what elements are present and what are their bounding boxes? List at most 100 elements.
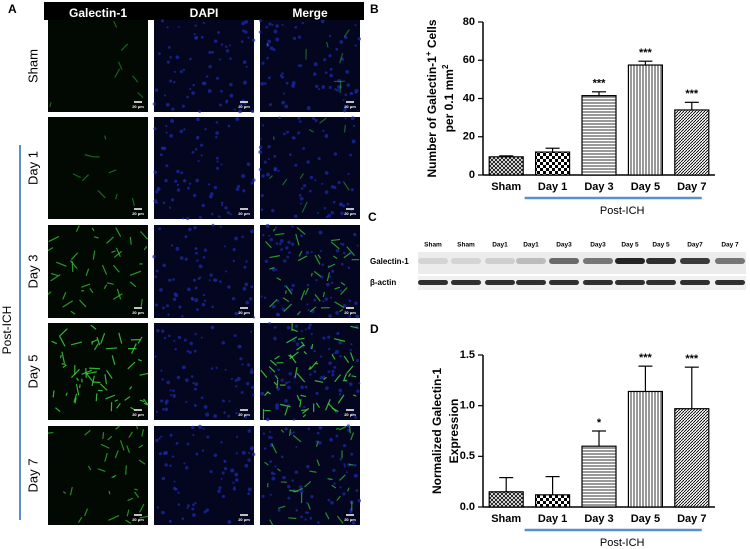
nucleus [215, 121, 219, 124]
galectin-signal [313, 270, 322, 277]
nucleus [337, 180, 341, 185]
galectin-signal [264, 461, 269, 466]
galectin-signal [275, 375, 279, 380]
blot-row-label: Galectin-1 [370, 257, 409, 266]
nucleus [283, 259, 287, 263]
nucleus [248, 452, 251, 455]
nucleus [348, 314, 352, 318]
nucleus [342, 251, 346, 255]
nucleus [229, 93, 234, 98]
galectin-signal [269, 519, 274, 526]
galectin-signal [314, 380, 324, 383]
nucleus [318, 425, 323, 430]
nucleus [309, 516, 313, 520]
nucleus [223, 466, 228, 471]
galectin-signal [315, 440, 319, 447]
galectin-signal [332, 255, 338, 260]
nucleus [177, 25, 180, 28]
nucleus [260, 208, 264, 211]
galectin-signal [107, 435, 113, 441]
galectin-signal [111, 250, 116, 253]
galectin-signal [294, 366, 298, 378]
nucleus [173, 70, 176, 73]
nucleus [192, 278, 196, 282]
nucleus [328, 314, 332, 318]
nucleus [221, 494, 226, 499]
nucleus [318, 87, 321, 91]
nucleus [275, 37, 280, 42]
nucleus [307, 427, 311, 431]
nucleus [287, 385, 291, 390]
nucleus [221, 471, 225, 475]
group-label: Post-ICH [0, 306, 14, 355]
nucleus [349, 153, 353, 157]
galectin-signal [75, 225, 80, 232]
blot-band [516, 280, 546, 285]
galectin-signal [334, 338, 346, 342]
nucleus [300, 202, 303, 205]
micrograph: 20 μm [258, 19, 361, 113]
nucleus [354, 44, 357, 47]
nucleus [316, 431, 320, 435]
nucleus [281, 100, 285, 105]
nucleus [247, 36, 250, 39]
nucleus [234, 478, 239, 482]
galectin-signal [70, 310, 76, 315]
nucleus [159, 153, 163, 157]
nucleus [194, 501, 197, 505]
nucleus [246, 381, 250, 386]
nucleus [343, 106, 348, 111]
nucleus [310, 495, 314, 499]
nucleus [300, 385, 304, 389]
scale-bar-label: 20 μm [132, 412, 144, 417]
nucleus [329, 275, 332, 278]
lane-label: Day3 [590, 242, 606, 249]
nucleus [220, 201, 224, 205]
nucleus [333, 365, 337, 369]
nucleus [217, 215, 221, 218]
nucleus [219, 280, 222, 283]
nucleus [348, 299, 352, 303]
nucleus [302, 147, 306, 150]
nucleus [309, 373, 312, 376]
galectin-signal [348, 373, 352, 377]
galectin-signal [59, 354, 62, 359]
nucleus [165, 131, 168, 134]
nucleus [313, 298, 317, 302]
nucleus [268, 435, 272, 439]
galectin-signal [346, 365, 354, 374]
nucleus [185, 466, 189, 470]
nucleus [261, 124, 265, 127]
nucleus [309, 189, 312, 193]
galectin-signal [326, 272, 331, 282]
micrograph-bg [154, 20, 254, 112]
galectin-signal [299, 399, 302, 408]
nucleus [192, 503, 195, 507]
blot-band [418, 280, 448, 285]
nucleus [302, 184, 307, 188]
nucleus [220, 43, 224, 46]
galectin-signal [300, 290, 306, 301]
nucleus [314, 118, 318, 122]
nucleus [307, 326, 311, 330]
nucleus [225, 49, 230, 53]
galectin-signal [325, 399, 331, 411]
nucleus [299, 489, 304, 494]
nucleus [336, 332, 340, 335]
nucleus [258, 30, 262, 34]
nucleus [220, 477, 223, 480]
nucleus [261, 494, 265, 498]
galectin-signal [49, 102, 52, 108]
nucleus [210, 212, 214, 216]
nucleus [306, 464, 310, 469]
nucleus [291, 225, 294, 228]
nucleus [198, 216, 202, 219]
blot-band [418, 258, 448, 264]
nucleus [350, 343, 353, 346]
blot-band [615, 280, 645, 285]
nucleus [281, 307, 286, 311]
nucleus [353, 232, 357, 237]
nucleus [202, 427, 205, 430]
nucleus [274, 465, 277, 468]
